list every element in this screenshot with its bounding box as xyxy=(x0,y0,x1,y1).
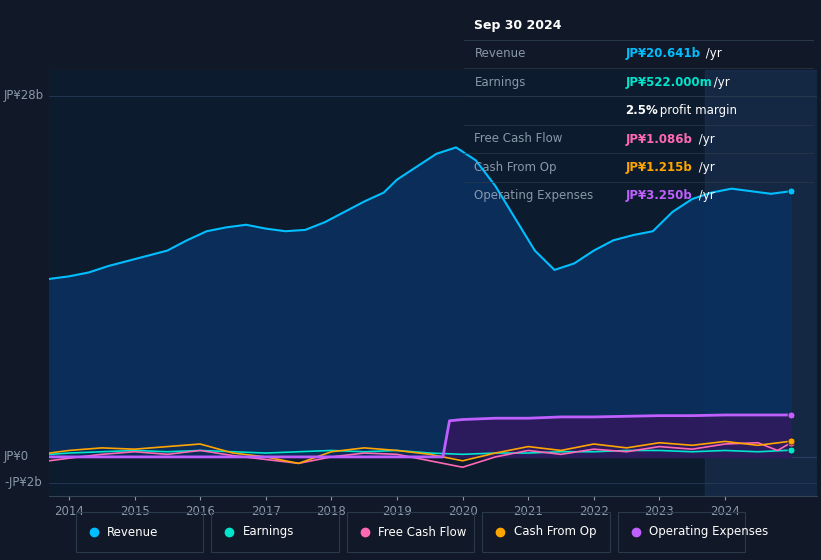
Text: Cash From Op: Cash From Op xyxy=(514,525,596,539)
Text: Sep 30 2024: Sep 30 2024 xyxy=(475,19,562,32)
Text: /yr: /yr xyxy=(702,47,722,60)
Text: /yr: /yr xyxy=(695,189,714,202)
Text: JP¥522.000m: JP¥522.000m xyxy=(625,76,712,88)
Text: JP¥0: JP¥0 xyxy=(4,450,30,464)
Text: /yr: /yr xyxy=(695,133,714,146)
Text: JP¥1.215b: JP¥1.215b xyxy=(625,161,692,174)
Text: Operating Expenses: Operating Expenses xyxy=(649,525,768,539)
Text: Revenue: Revenue xyxy=(475,47,525,60)
Text: /yr: /yr xyxy=(710,76,730,88)
Text: /yr: /yr xyxy=(695,161,714,174)
Bar xyxy=(617,512,745,552)
Text: Earnings: Earnings xyxy=(242,525,294,539)
Text: Revenue: Revenue xyxy=(107,525,158,539)
Text: JP¥20.641b: JP¥20.641b xyxy=(625,47,700,60)
Text: -JP¥2b: -JP¥2b xyxy=(4,476,42,489)
Text: 2.5%: 2.5% xyxy=(625,104,658,117)
Text: profit margin: profit margin xyxy=(656,104,737,117)
Bar xyxy=(347,512,475,552)
Text: JP¥28b: JP¥28b xyxy=(4,89,44,102)
Bar xyxy=(705,70,821,496)
Text: Operating Expenses: Operating Expenses xyxy=(475,189,594,202)
Bar xyxy=(76,512,203,552)
Bar xyxy=(482,512,609,552)
Text: Cash From Op: Cash From Op xyxy=(475,161,557,174)
Text: Free Cash Flow: Free Cash Flow xyxy=(475,133,562,146)
Bar xyxy=(212,512,338,552)
Text: JP¥3.250b: JP¥3.250b xyxy=(625,189,692,202)
Text: Earnings: Earnings xyxy=(475,76,525,88)
Text: Free Cash Flow: Free Cash Flow xyxy=(378,525,466,539)
Text: JP¥1.086b: JP¥1.086b xyxy=(625,133,692,146)
